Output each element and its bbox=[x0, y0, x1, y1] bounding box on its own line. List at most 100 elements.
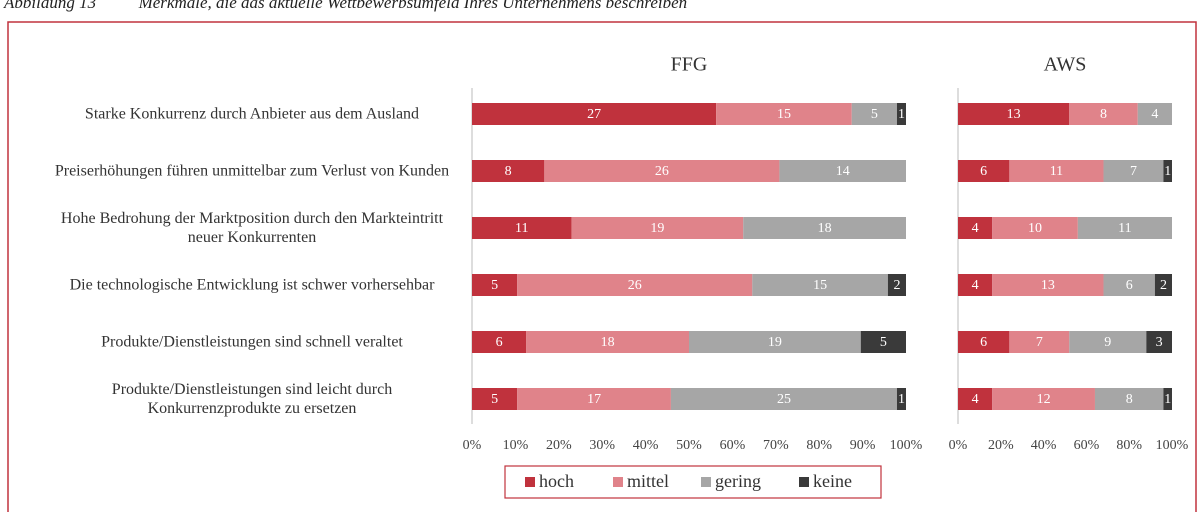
bar-segment bbox=[544, 160, 780, 182]
bar-segment bbox=[958, 103, 1070, 125]
x-tick-label: 0% bbox=[463, 438, 482, 453]
bar-segment bbox=[472, 103, 717, 125]
data-label: 6 bbox=[496, 335, 503, 350]
data-label: 5 bbox=[880, 335, 887, 350]
x-tick-label: 100% bbox=[1156, 438, 1189, 453]
data-label: 6 bbox=[980, 164, 987, 179]
data-label: 6 bbox=[980, 335, 987, 350]
x-tick-label: 10% bbox=[503, 438, 529, 453]
data-label: 4 bbox=[972, 392, 979, 407]
data-label: 1 bbox=[1164, 164, 1171, 179]
bar-segment bbox=[689, 331, 861, 353]
x-tick-label: 50% bbox=[676, 438, 702, 453]
bar-segment bbox=[472, 274, 518, 296]
data-label: 1 bbox=[898, 392, 905, 407]
bar-segment bbox=[1137, 103, 1172, 125]
category-label: Starke Konkurrenz durch Anbieter aus dem… bbox=[84, 105, 420, 123]
x-tick-label: 100% bbox=[890, 438, 923, 453]
legend-swatch bbox=[613, 477, 623, 487]
bar-segment bbox=[992, 388, 1095, 410]
legend-label: gering bbox=[715, 471, 761, 491]
legend-swatch bbox=[701, 477, 711, 487]
category-label: Preiserhöhungen führen unmittelbar zum V… bbox=[54, 162, 450, 180]
bar-segment bbox=[1103, 274, 1155, 296]
bar-segment bbox=[743, 217, 906, 239]
bar-segment bbox=[1094, 388, 1164, 410]
bar-segment bbox=[472, 160, 545, 182]
data-label: 2 bbox=[893, 278, 900, 293]
x-tick-label: 80% bbox=[1116, 438, 1142, 453]
data-label: 12 bbox=[1037, 392, 1051, 407]
data-label: 15 bbox=[813, 278, 827, 293]
data-label: 10 bbox=[1028, 221, 1042, 236]
bar-segment bbox=[1009, 331, 1070, 353]
x-tick-label: 40% bbox=[633, 438, 659, 453]
data-label: 25 bbox=[777, 392, 791, 407]
bar-segment bbox=[958, 217, 993, 239]
bar-segment bbox=[992, 217, 1078, 239]
x-tick-label: 70% bbox=[763, 438, 789, 453]
data-label: 4 bbox=[1151, 107, 1158, 122]
bar-segment bbox=[517, 274, 753, 296]
data-label: 11 bbox=[515, 221, 528, 236]
bar-segment bbox=[896, 388, 906, 410]
x-tick-label: 80% bbox=[806, 438, 832, 453]
data-label: 7 bbox=[1036, 335, 1043, 350]
data-label: 7 bbox=[1130, 164, 1137, 179]
bar-segment bbox=[752, 274, 888, 296]
data-label: 2 bbox=[1160, 278, 1167, 293]
legend-swatch bbox=[525, 477, 535, 487]
panel-title: FFG bbox=[671, 54, 708, 76]
bar-segment bbox=[896, 103, 906, 125]
data-label: 27 bbox=[587, 107, 601, 122]
bar-segment bbox=[1009, 160, 1104, 182]
bar-segment bbox=[851, 103, 897, 125]
bar-segment bbox=[958, 160, 1010, 182]
bar-segment bbox=[472, 388, 518, 410]
figure-title: Abbildung 13 Merkmale, die das aktuelle … bbox=[3, 0, 687, 12]
x-tick-label: 90% bbox=[850, 438, 876, 453]
data-label: 1 bbox=[1164, 392, 1171, 407]
bar-segment bbox=[958, 274, 993, 296]
data-label: 3 bbox=[1156, 335, 1163, 350]
bar-segment bbox=[1077, 217, 1172, 239]
bar-segment bbox=[779, 160, 906, 182]
legend-label: mittel bbox=[627, 471, 669, 491]
data-label: 1 bbox=[898, 107, 905, 122]
category-label: Produkte/Dienstleistungen sind leicht du… bbox=[111, 381, 393, 417]
bar-segment bbox=[670, 388, 897, 410]
legend-label: keine bbox=[813, 471, 852, 491]
bar-segment bbox=[472, 331, 527, 353]
category-label: Hohe Bedrohung der Marktposition durch d… bbox=[60, 210, 444, 246]
bar-segment bbox=[571, 217, 744, 239]
x-tick-label: 60% bbox=[1074, 438, 1100, 453]
legend-swatch bbox=[799, 477, 809, 487]
x-tick-label: 0% bbox=[949, 438, 968, 453]
data-label: 19 bbox=[650, 221, 664, 236]
bar-segment bbox=[992, 274, 1104, 296]
x-tick-label: 40% bbox=[1031, 438, 1057, 453]
data-label: 14 bbox=[836, 164, 850, 179]
bar-segment bbox=[887, 274, 906, 296]
bar-segment bbox=[1146, 331, 1172, 353]
data-label: 17 bbox=[587, 392, 601, 407]
x-tick-label: 60% bbox=[720, 438, 746, 453]
x-tick-label: 20% bbox=[988, 438, 1014, 453]
data-label: 4 bbox=[972, 221, 979, 236]
bar-segment bbox=[1069, 331, 1147, 353]
bar-segment bbox=[958, 388, 993, 410]
data-label: 8 bbox=[505, 164, 512, 179]
data-label: 18 bbox=[601, 335, 615, 350]
data-label: 8 bbox=[1100, 107, 1107, 122]
x-tick-label: 30% bbox=[589, 438, 615, 453]
data-label: 18 bbox=[818, 221, 832, 236]
legend-label: hoch bbox=[539, 471, 574, 491]
category-label: Produkte/Dienstleistungen sind schnell v… bbox=[101, 333, 403, 351]
data-label: 6 bbox=[1126, 278, 1133, 293]
legend-box bbox=[504, 465, 882, 499]
bar-segment bbox=[860, 331, 906, 353]
data-label: 4 bbox=[972, 278, 979, 293]
data-label: 13 bbox=[1007, 107, 1021, 122]
